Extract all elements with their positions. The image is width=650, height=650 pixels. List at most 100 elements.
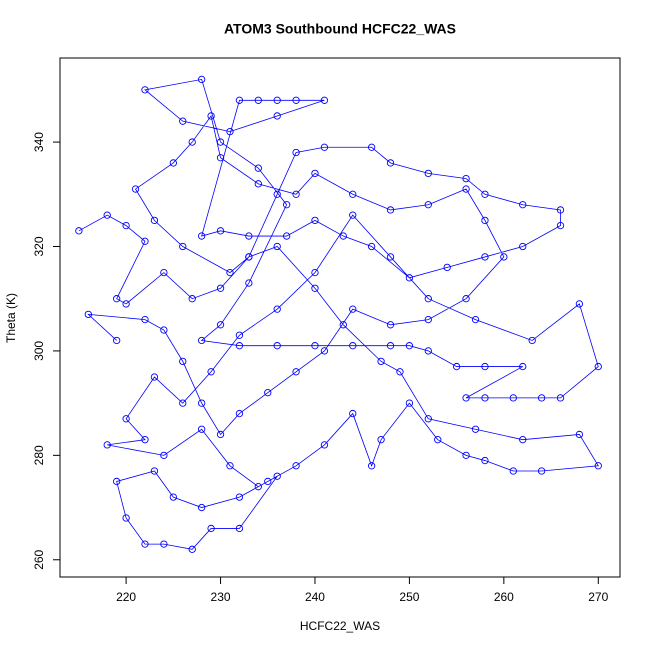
- data-point: [198, 503, 206, 512]
- y-tick-label: 320: [32, 236, 46, 256]
- data-point: [188, 295, 196, 303]
- data-point: [462, 295, 470, 303]
- data-point: [320, 441, 329, 449]
- data-point: [113, 295, 121, 303]
- data-point: [509, 467, 517, 475]
- data-point: [245, 232, 253, 240]
- data-point: [188, 138, 196, 146]
- data-point: [75, 227, 83, 235]
- data-point: [226, 268, 234, 277]
- y-tick-label: 340: [32, 132, 46, 152]
- data-point: [462, 394, 470, 402]
- y-tick-label: 280: [32, 445, 46, 465]
- data-point: [179, 357, 187, 366]
- data-point: [226, 462, 234, 470]
- data-point: [292, 96, 300, 104]
- x-tick-label: 250: [399, 590, 419, 604]
- data-point: [216, 284, 225, 292]
- data-point: [386, 342, 395, 350]
- data-point: [320, 143, 329, 151]
- data-point: [188, 545, 196, 553]
- data-point: [103, 441, 111, 449]
- data-point: [207, 112, 215, 120]
- data-point: [481, 190, 489, 198]
- data-point: [141, 436, 149, 444]
- data-point: [377, 357, 385, 366]
- data-point: [405, 274, 414, 282]
- data-point: [198, 232, 206, 240]
- data-point: [160, 268, 168, 277]
- y-tick-label: 300: [32, 341, 46, 361]
- data-point: [254, 164, 262, 172]
- data-point: [594, 362, 602, 371]
- x-axis-label: HCFC22_WAS: [300, 619, 380, 633]
- data-point: [556, 221, 565, 230]
- data-point: [292, 148, 300, 157]
- data-point: [160, 451, 168, 459]
- data-point: [207, 524, 215, 533]
- data-point: [273, 472, 281, 480]
- data-point: [528, 336, 536, 345]
- data-point: [141, 86, 149, 94]
- data-point: [216, 154, 225, 162]
- data-point: [462, 451, 470, 459]
- data-point: [198, 75, 206, 84]
- data-point: [216, 321, 225, 329]
- data-point: [169, 159, 177, 167]
- data-point: [179, 117, 187, 125]
- data-point: [207, 368, 215, 376]
- data-point: [594, 462, 602, 470]
- data-point: [405, 342, 414, 350]
- data-point: [122, 300, 130, 308]
- data-point: [434, 436, 442, 444]
- data-point: [113, 336, 121, 345]
- data-point: [141, 315, 149, 324]
- data-point: [113, 477, 121, 486]
- data-point: [311, 268, 319, 277]
- data-point: [150, 373, 159, 381]
- x-tick-label: 230: [211, 590, 231, 604]
- data-point: [500, 253, 508, 261]
- data-point: [471, 315, 480, 324]
- data-point: [264, 389, 272, 397]
- data-point: [141, 540, 149, 548]
- data-point: [339, 321, 347, 329]
- data-point: [141, 237, 149, 245]
- data-point: [405, 399, 414, 407]
- data-point: [254, 96, 262, 104]
- data-point: [481, 456, 489, 465]
- data-point: [424, 295, 432, 303]
- data-point: [160, 326, 168, 334]
- data-point: [311, 169, 319, 178]
- data-point: [537, 394, 546, 402]
- data-point: [254, 483, 262, 491]
- y-axis-label: Theta (K): [4, 293, 18, 343]
- data-point: [424, 415, 432, 423]
- data-point: [320, 347, 329, 355]
- data-point: [292, 190, 300, 198]
- data-point: [367, 242, 376, 251]
- data-point: [320, 96, 329, 104]
- data-point: [386, 206, 395, 214]
- data-point: [575, 300, 584, 308]
- x-tick-label: 220: [116, 590, 136, 604]
- data-point: [235, 409, 244, 418]
- data-point: [273, 342, 281, 350]
- data-point: [311, 342, 319, 350]
- data-point: [179, 242, 187, 251]
- data-point: [131, 185, 140, 193]
- data-point: [311, 216, 319, 225]
- data-point: [462, 185, 470, 193]
- data-point: [273, 305, 281, 313]
- data-point: [519, 362, 527, 371]
- x-tick-label: 240: [305, 590, 325, 604]
- data-point: [273, 112, 281, 120]
- data-point: [339, 232, 347, 240]
- data-point: [245, 279, 253, 287]
- data-point: [452, 362, 461, 371]
- data-point: [575, 430, 584, 439]
- x-tick-label: 260: [494, 590, 514, 604]
- data-point: [292, 462, 300, 470]
- data-point: [556, 394, 565, 402]
- data-point: [235, 331, 244, 339]
